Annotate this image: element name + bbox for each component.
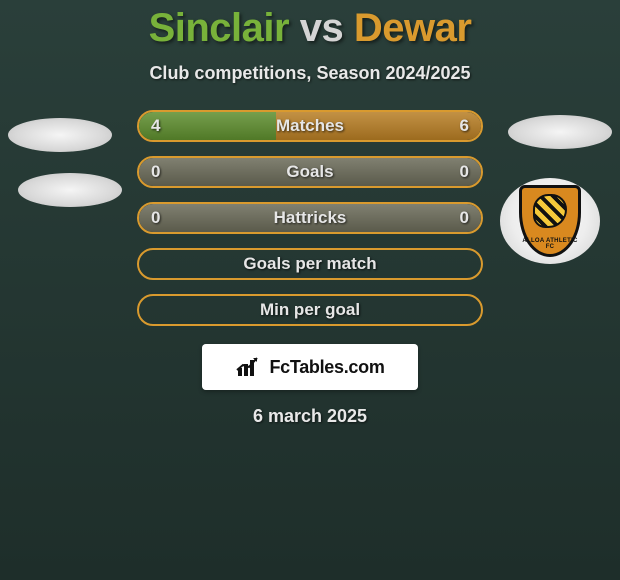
stat-bar: 4 6 Matches (137, 110, 483, 142)
stat-bars: 4 6 Matches 0 0 Goals 0 0 Hattricks Goals per mat… (137, 110, 483, 326)
wasp-icon (533, 194, 567, 228)
player1-club-placeholder (18, 173, 122, 207)
player2-avatar-placeholder (508, 115, 612, 149)
stat-label: Hattricks (274, 208, 347, 228)
stat-label: Goals (286, 162, 333, 182)
brand-box[interactable]: FcTables.com (202, 344, 418, 390)
stat-bar: 0 0 Goals (137, 156, 483, 188)
date-text: 6 march 2025 (0, 406, 620, 427)
shield-icon: ALLOA ATHLETIC FC (519, 185, 581, 257)
player1-name: Sinclair (149, 6, 290, 50)
comparison-title: Sinclair vs Dewar (0, 0, 620, 51)
stat-label: Matches (276, 116, 344, 136)
chart-icon (235, 356, 263, 378)
player2-name: Dewar (354, 6, 472, 50)
stat-value-right: 0 (460, 162, 469, 182)
vs-text: vs (300, 6, 344, 50)
club-name-text: ALLOA ATHLETIC FC (522, 238, 578, 250)
player1-avatar-placeholder (8, 118, 112, 152)
stat-bar: Goals per match (137, 248, 483, 280)
stat-label: Min per goal (260, 300, 360, 320)
brand-text: FcTables.com (269, 357, 384, 378)
stat-value-left: 0 (151, 208, 160, 228)
subtitle: Club competitions, Season 2024/2025 (0, 63, 620, 84)
stat-value-right: 0 (460, 208, 469, 228)
stat-bar: 0 0 Hattricks (137, 202, 483, 234)
stat-label: Goals per match (243, 254, 376, 274)
player2-club-crest: ALLOA ATHLETIC FC (500, 178, 600, 264)
stat-bar: Min per goal (137, 294, 483, 326)
stat-value-right: 6 (460, 116, 469, 136)
stat-value-left: 0 (151, 162, 160, 182)
stat-value-left: 4 (151, 116, 160, 136)
